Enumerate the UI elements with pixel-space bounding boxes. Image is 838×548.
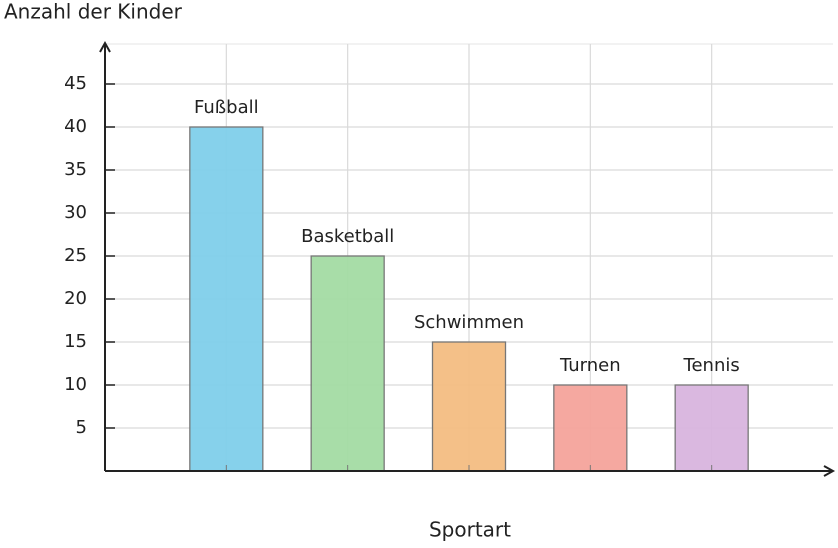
bar (674, 384, 749, 472)
y-tick-label: 45 (64, 73, 87, 94)
bar (310, 255, 385, 472)
bar-label: Turnen (559, 355, 621, 376)
y-axis-arrow (99, 40, 111, 53)
y-tick-label: 40 (64, 116, 87, 137)
bar (431, 341, 507, 472)
x-axis-arrow (823, 465, 836, 477)
y-tick-label: 10 (64, 374, 87, 395)
bar (189, 126, 264, 472)
y-tick-label: 15 (64, 331, 87, 352)
bar-label: Fußball (194, 97, 259, 118)
y-tick-label: 35 (64, 159, 87, 180)
y-tick-label: 20 (64, 288, 87, 309)
y-tick-label: 25 (64, 245, 87, 266)
bar-label: Schwimmen (414, 312, 524, 333)
bar-label: Basketball (301, 226, 394, 247)
y-tick-label: 5 (76, 417, 87, 438)
y-axis-title: Anzahl der Kinder (4, 0, 183, 24)
bar-label: Tennis (683, 355, 740, 376)
bar (553, 384, 628, 472)
y-tick-label: 30 (64, 202, 87, 223)
x-axis-title: Sportart (429, 518, 511, 542)
